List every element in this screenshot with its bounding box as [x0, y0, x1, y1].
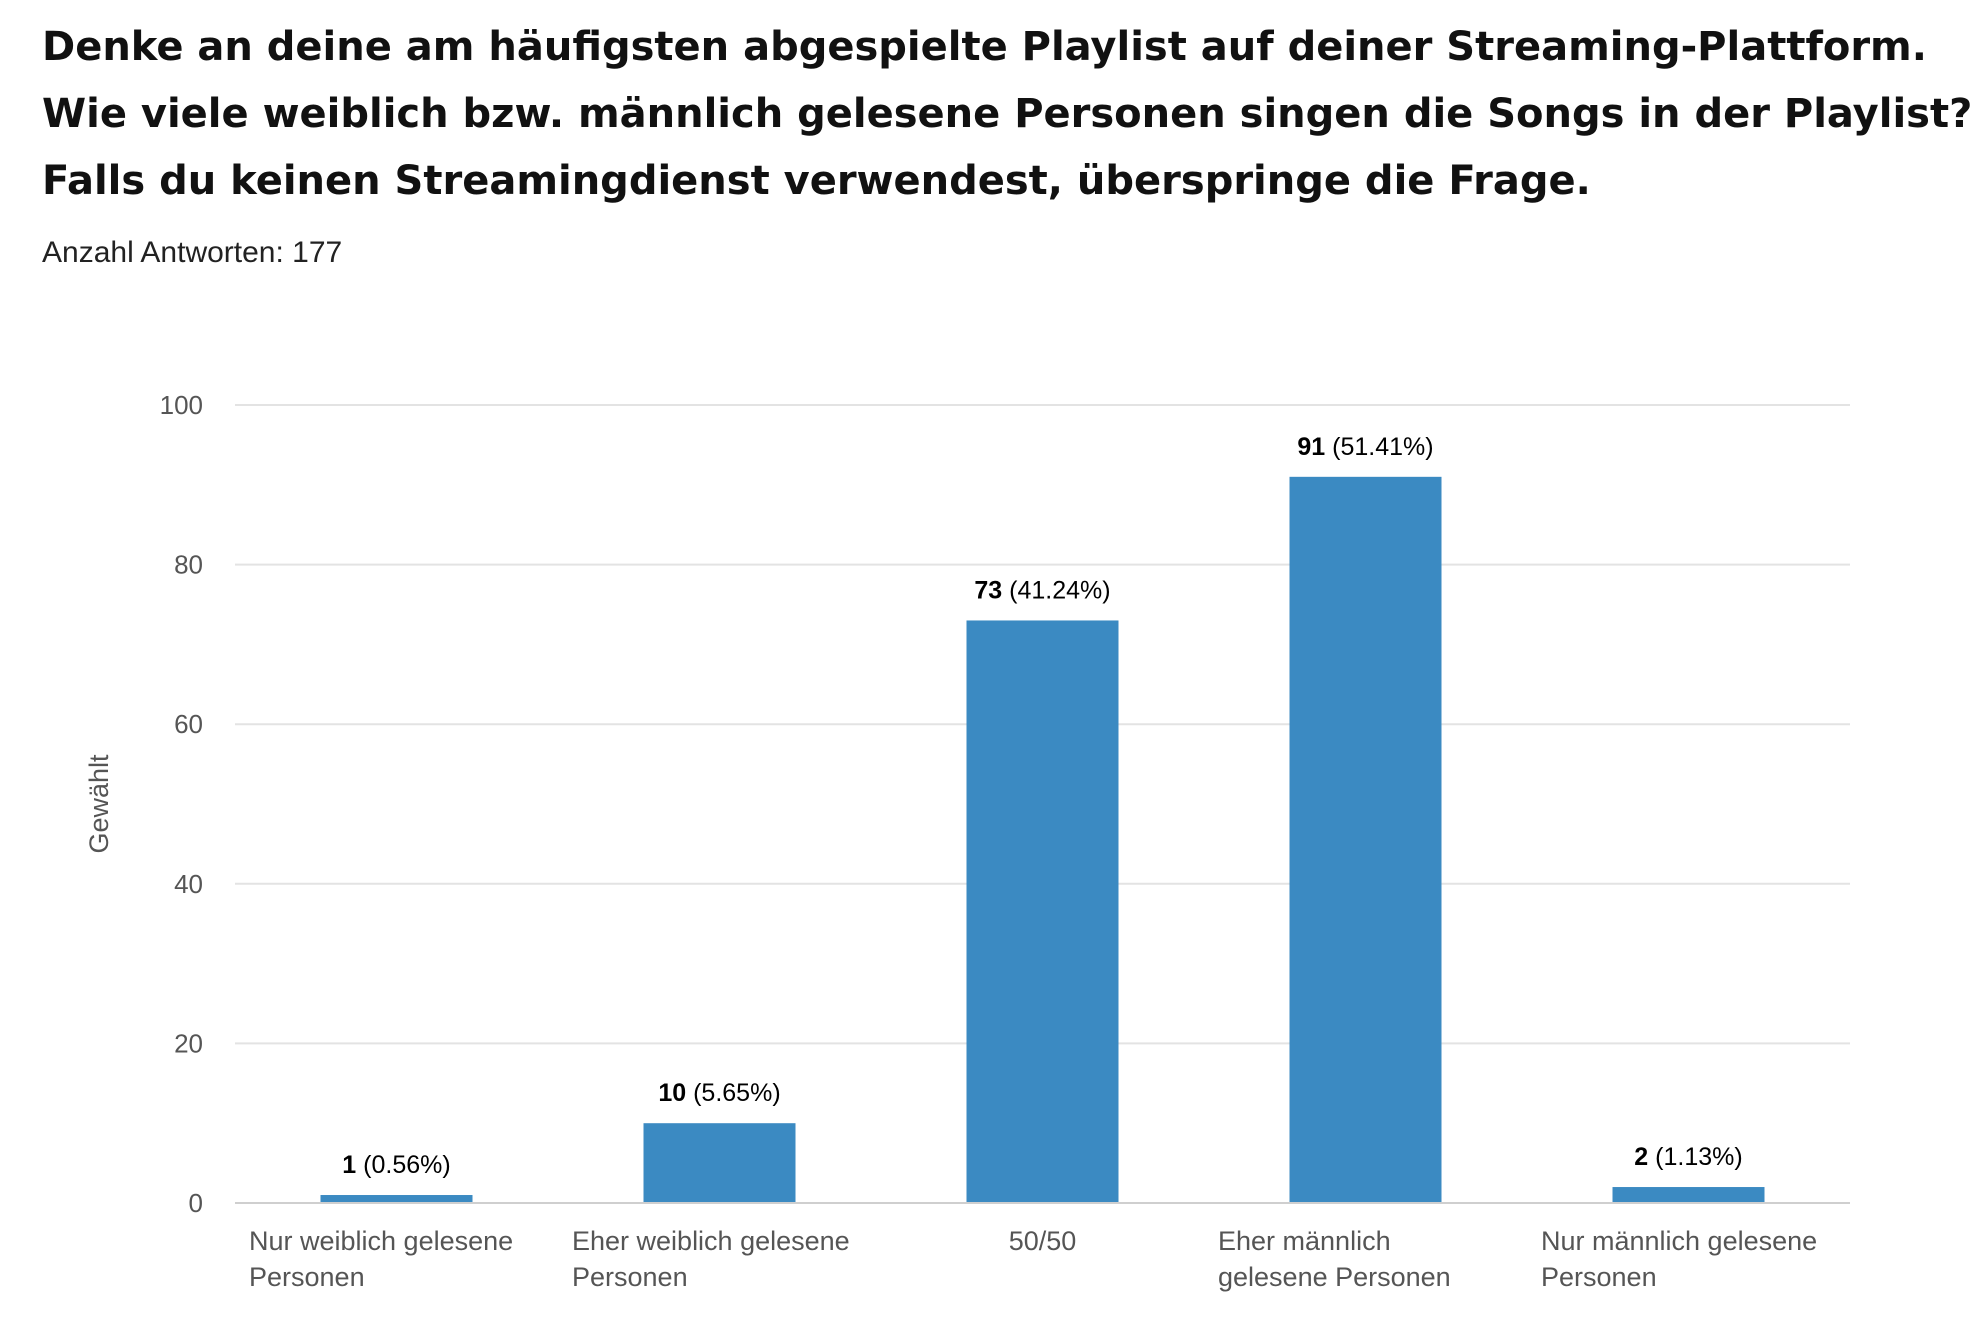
title-line-3: Falls du keinen Streamingdienst verwende…: [42, 158, 1591, 204]
x-category-label: Nur weiblich gelesene: [249, 1226, 513, 1256]
x-category-label: Eher weiblich gelesene: [572, 1226, 850, 1256]
y-tick-label: 20: [174, 1028, 203, 1058]
y-axis-title: Gewählt: [84, 754, 114, 854]
x-category-label: Nur männlich gelesene: [1541, 1226, 1817, 1256]
data-label-percent: (51.41%): [1325, 433, 1433, 461]
x-category-label: gelesene Personen: [1218, 1262, 1451, 1292]
data-label-percent: (41.24%): [1002, 576, 1110, 604]
response-count: Anzahl Antworten: 177: [42, 236, 343, 269]
data-label-count: 2: [1634, 1143, 1648, 1171]
data-label-count: 1: [342, 1151, 356, 1179]
data-label: 91 (51.41%): [1297, 433, 1433, 461]
x-category-label: 50/50: [1009, 1226, 1077, 1256]
data-label: 73 (41.24%): [974, 576, 1110, 604]
bar: [320, 1195, 473, 1203]
y-tick-label: 100: [160, 390, 203, 420]
data-label-count: 73: [974, 576, 1002, 604]
x-category-label: Personen: [249, 1262, 365, 1292]
question-title: Denke an deine am häufigsten abgespielte…: [42, 14, 1973, 215]
data-label-count: 91: [1297, 433, 1325, 461]
data-label-percent: (0.56%): [356, 1151, 450, 1179]
x-category-label: Personen: [572, 1262, 688, 1292]
y-tick-label: 40: [174, 869, 203, 899]
bar: [1289, 476, 1442, 1203]
title-line-2: Wie viele weiblich bzw. männlich gelesen…: [42, 91, 1973, 137]
bar: [643, 1123, 796, 1203]
data-label: 10 (5.65%): [658, 1079, 780, 1107]
x-category-label: Personen: [1541, 1262, 1657, 1292]
bar: [966, 620, 1119, 1203]
y-tick-label: 80: [174, 550, 203, 580]
x-category-label: Eher männlich: [1218, 1226, 1391, 1256]
data-label-percent: (5.65%): [686, 1079, 780, 1107]
title-line-1: Denke an deine am häufigsten abgespielte…: [42, 24, 1927, 70]
y-tick-label: 0: [189, 1188, 203, 1218]
data-label-count: 10: [658, 1079, 686, 1107]
data-label: 2 (1.13%): [1634, 1143, 1742, 1171]
y-tick-label: 60: [174, 709, 203, 739]
data-label: 1 (0.56%): [342, 1151, 450, 1179]
bar: [1612, 1187, 1765, 1203]
data-label-percent: (1.13%): [1648, 1143, 1742, 1171]
